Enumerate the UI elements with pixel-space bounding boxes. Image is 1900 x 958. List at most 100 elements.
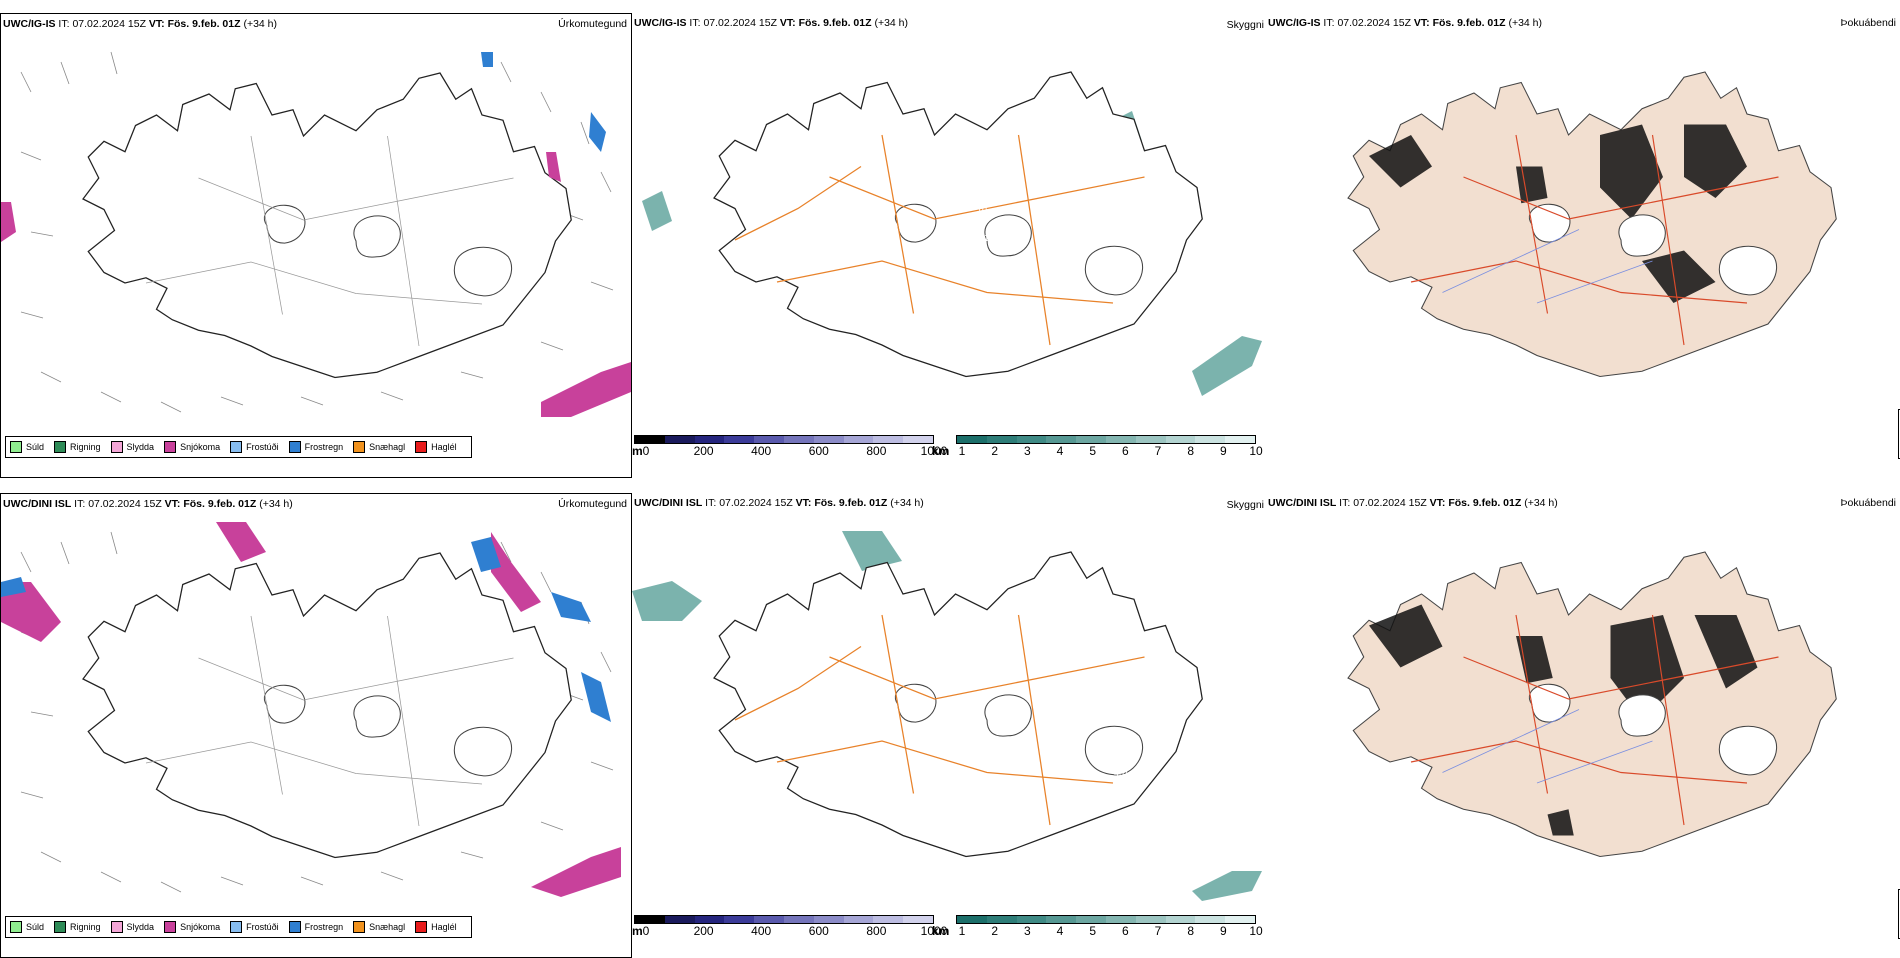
colorbar-tick: 400: [751, 924, 772, 938]
colorbar-tick: 0: [642, 444, 650, 458]
colorbar-tick: 3: [1023, 444, 1031, 458]
visibility-panel: UWC/IG-IS IT: 07.02.2024 15Z VT: Fös. 9.…: [632, 13, 1266, 478]
colorbar-tick: 8: [1187, 444, 1194, 458]
colorbar-tick: 8: [1187, 924, 1194, 938]
legend-item: Frostregn: [288, 921, 343, 933]
panel-title: Þokuábendi: [1840, 17, 1896, 29]
colorbar-segment: [957, 916, 987, 923]
colorbar-segment: [694, 916, 725, 923]
fog-index-panel: UWC/DINI ISL IT: 07.02.2024 15Z VT: Fös.…: [1266, 493, 1900, 958]
fog-areas: [1369, 604, 1758, 836]
colorbar-segment: [903, 916, 933, 923]
colorbar-segment: [1225, 916, 1255, 923]
colorbar-segment: [1135, 916, 1166, 923]
panel-header: UWC/DINI ISL IT: 07.02.2024 15Z VT: Fös.…: [1268, 497, 1558, 509]
colorbar-segment: [1165, 436, 1196, 443]
colorbar-tick: 800: [866, 444, 887, 458]
colorbar-segment: [813, 436, 844, 443]
colorbar-segment: [873, 436, 904, 443]
panel-title: Skyggni: [1226, 19, 1264, 31]
legend-item: Snjókoma: [164, 921, 220, 933]
colorbar-tick: 200: [693, 924, 714, 938]
legend-item: Rigning: [54, 441, 101, 453]
colorbar-tick: 7: [1154, 924, 1162, 938]
colorbar-segment: [1105, 916, 1136, 923]
colorbar-tick: 2: [991, 444, 998, 458]
precip-map: [1, 522, 621, 897]
colorbar-tick: 3: [1023, 924, 1031, 938]
colorbar-tick: 400: [751, 444, 772, 458]
colorbar-tick: 600: [808, 444, 829, 458]
panel-header: UWC/IG-IS IT: 07.02.2024 15Z VT: Fös. 9.…: [1268, 17, 1543, 29]
legend-item: Rigning: [54, 921, 101, 933]
colorbar-segment: [754, 436, 784, 443]
colorbar-tick: 10: [1249, 924, 1263, 938]
wind-barbs: [20, 51, 614, 413]
colorbar-tick: 1000: [920, 444, 948, 458]
colorbar-tick: 200: [693, 444, 714, 458]
colorbar-segment: [754, 916, 784, 923]
visibility-map: 22 576 401 579: [632, 531, 1262, 901]
colorbar-tick: 4: [1056, 924, 1064, 938]
colorbar-segment: [1076, 916, 1106, 923]
colorbar-tick: 600: [808, 924, 829, 938]
colorbar-segment: [724, 436, 755, 443]
colorbar-segment: [664, 436, 695, 443]
colorbar-tick: 1: [958, 444, 966, 458]
panel-title: Skyggni: [1226, 499, 1264, 511]
visibility-panel: UWC/DINI ISL IT: 07.02.2024 15Z VT: Fös.…: [632, 493, 1266, 958]
colorbar-segment: [664, 916, 695, 923]
fog-map: [1347, 71, 1837, 378]
colorbar-tick: 6: [1121, 444, 1129, 458]
legend-item: Frostúði: [230, 921, 279, 933]
cloudbase-label: 18: [984, 233, 994, 243]
visibility-colorbar: km 1 2 3 4 5 6 7 8 9 10: [932, 915, 1263, 938]
panel-header: UWC/IG-IS IT: 07.02.2024 15Z VT: Fös. 9.…: [3, 18, 278, 30]
precip-legend: Súld Rigning Slydda Snjókoma Frostúði Fr…: [5, 916, 472, 938]
legend-item: Haglél: [415, 441, 457, 453]
panel-header: UWC/DINI ISL IT: 07.02.2024 15Z VT: Fös.…: [634, 497, 924, 509]
fog-legend: 0 60: [1898, 409, 1900, 459]
legend-item: Slydda: [110, 441, 154, 453]
panel-title: Úrkomutegund: [558, 18, 627, 30]
fog-index-panel: UWC/IG-IS IT: 07.02.2024 15Z VT: Fös. 9.…: [1266, 13, 1900, 478]
colorbar-segment: [1225, 436, 1255, 443]
colorbar-segment: [843, 436, 874, 443]
colorbar-segment: [843, 916, 874, 923]
colorbar-segment: [724, 916, 755, 923]
legend-item: Slydda: [110, 921, 154, 933]
legend-item: Snæhagl: [353, 921, 405, 933]
precip-legend: Súld Rigning Slydda Snjókoma Frostúði Fr…: [5, 436, 472, 458]
row-dini: UWC/DINI ISL IT: 07.02.2024 15Z VT: Fös.…: [0, 493, 1900, 958]
legend-item: Súld: [10, 441, 44, 453]
legend-item: Snæhagl: [353, 441, 405, 453]
colorbar-segment: [783, 436, 814, 443]
colorbar-segment: [1076, 436, 1106, 443]
cloudbase-label: 254: [957, 225, 972, 235]
cloudbase-label: 10: [977, 205, 987, 215]
colorbar-segment: [986, 916, 1017, 923]
colorbar-segment: [1135, 436, 1166, 443]
colorbar-segment: [635, 916, 665, 923]
cloudbase-colorbar: m 0 200 400 600 800 1000: [632, 915, 947, 938]
colorbar-segment: [1105, 436, 1136, 443]
row-igis: UWC/IG-IS IT: 07.02.2024 15Z VT: Fös. 9.…: [0, 13, 1900, 478]
colorbar-segment: [783, 916, 814, 923]
cloudbase-label: 576: [1047, 743, 1062, 753]
colorbar-tick: 9: [1219, 924, 1227, 938]
colorbar-segment: [1165, 916, 1196, 923]
colorbar-tick: 1000: [920, 924, 948, 938]
colorbar-tick: 2: [991, 924, 998, 938]
panel-title: Þokuábendi: [1840, 497, 1896, 509]
panel-header: UWC/IG-IS IT: 07.02.2024 15Z VT: Fös. 9.…: [634, 17, 909, 29]
fog-map: [1347, 551, 1837, 858]
colorbar-tick: 5: [1089, 444, 1096, 458]
precip-areas: [1, 52, 631, 417]
colorbar-segment: [1016, 916, 1047, 923]
legend-item: Frostregn: [288, 441, 343, 453]
panel-title: Úrkomutegund: [558, 498, 627, 510]
colorbar-segment: [986, 436, 1017, 443]
legend-item: Haglél: [415, 921, 457, 933]
precip-map: [1, 51, 631, 417]
fog-legend: 0 60: [1898, 889, 1900, 939]
